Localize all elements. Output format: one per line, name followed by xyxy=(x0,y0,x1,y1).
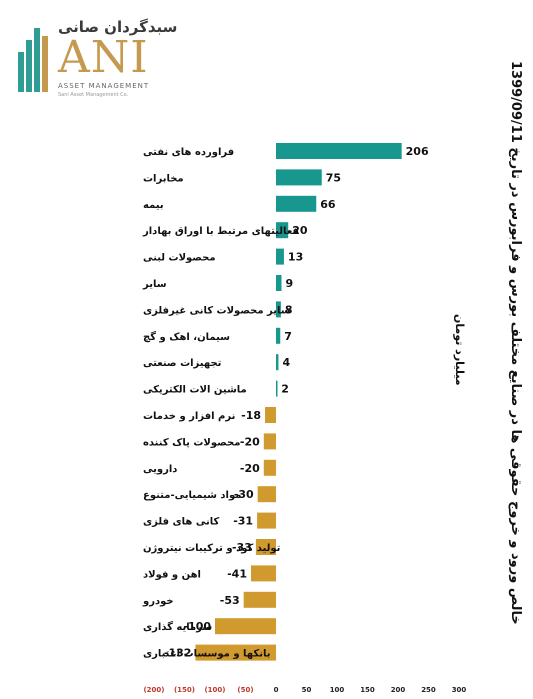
data-label: -41 xyxy=(227,567,247,580)
bar xyxy=(215,618,276,635)
bar xyxy=(276,275,282,291)
data-label: 20 xyxy=(292,224,308,237)
bar xyxy=(276,143,402,159)
category-label: خودرو xyxy=(142,596,174,607)
data-label: 9 xyxy=(285,277,293,290)
x-tick-label: 50 xyxy=(302,686,312,694)
category-label: تولید کود و ترکیبات نیتروژن xyxy=(143,543,281,554)
bar xyxy=(263,433,276,450)
category-label: نرم افزار و خدمات xyxy=(143,411,235,422)
x-tick-label: 0 xyxy=(274,686,279,694)
data-label: -132 xyxy=(164,647,192,660)
category-label: سرمایه گذاری xyxy=(143,620,212,633)
data-label: -30 xyxy=(234,488,254,501)
bar xyxy=(276,380,278,397)
bar xyxy=(276,195,317,212)
data-label: 75 xyxy=(326,171,341,184)
bar xyxy=(243,591,276,608)
category-label: کانی های فلزی xyxy=(143,517,219,528)
category-label: فعالیتهای مرتبط با اوراق بهادار xyxy=(142,226,299,237)
data-label: -18 xyxy=(241,409,261,422)
category-label: محصولات پاک کننده xyxy=(143,437,240,448)
bar xyxy=(195,644,276,661)
brand-name-en: ANI xyxy=(58,32,149,83)
category-label: بیمه xyxy=(143,200,164,211)
data-label: -33 xyxy=(232,541,252,554)
x-tick-label: 200 xyxy=(391,686,406,694)
data-label: 4 xyxy=(282,356,290,369)
bar xyxy=(276,248,284,265)
brand-subtitle: ASSET MANAGEMENT xyxy=(58,82,150,90)
data-label: -31 xyxy=(233,515,253,528)
bar xyxy=(276,222,289,239)
bar xyxy=(265,407,276,423)
category-label: بانکها و موسسات اعتباری xyxy=(143,649,270,660)
data-label: 7 xyxy=(284,330,292,343)
bar xyxy=(276,301,281,318)
x-tick-label: (100) xyxy=(204,686,225,694)
x-tick-label: 300 xyxy=(452,686,467,694)
category-label: تجهیزات صنعتی xyxy=(143,358,222,369)
category-label: سایر xyxy=(142,279,167,290)
brand-name-fa: سبدگردان صانی xyxy=(58,18,178,36)
category-label: فراورده های نفتی xyxy=(143,147,234,158)
data-label: -100 xyxy=(183,620,211,633)
category-label: محصولات لبنی xyxy=(143,253,216,264)
category-label: ماشین الات الکتریکی xyxy=(143,385,247,396)
bar xyxy=(263,459,276,476)
bar xyxy=(255,539,276,555)
category-label: سیمان، اهک و گچ xyxy=(143,330,230,343)
bar xyxy=(257,486,276,503)
data-label: 66 xyxy=(320,198,336,211)
category-label: اهن و فولاد xyxy=(143,569,201,580)
bar xyxy=(276,169,322,186)
data-label: -20 xyxy=(240,435,260,448)
data-label: 2 xyxy=(281,383,289,396)
category-label: مواد شیمیایی-متنوع xyxy=(143,490,241,501)
x-tick-label: 150 xyxy=(360,686,375,694)
x-tick-label: 250 xyxy=(421,686,436,694)
x-tick-label: (200) xyxy=(143,686,164,694)
logo-bars-icon xyxy=(18,24,56,92)
category-label: مخابرات xyxy=(143,173,184,184)
bar xyxy=(276,354,279,371)
axis-unit-label: میلیارد تومان xyxy=(453,314,466,386)
x-tick-label: 100 xyxy=(330,686,345,694)
bar xyxy=(276,327,281,344)
chart-title: خالص ورود و خروج حقوقی ها در صنایع مختلف… xyxy=(508,61,523,625)
x-tick-label: (50) xyxy=(237,686,253,694)
data-label: -53 xyxy=(220,594,240,607)
category-label: دارویی xyxy=(143,464,177,475)
company-logo: سبدگردان صانی ANI ASSET MANAGEMENT Sani … xyxy=(14,16,177,98)
x-tick-label: (150) xyxy=(174,686,195,694)
data-label: 13 xyxy=(288,251,303,264)
bar xyxy=(250,565,276,582)
data-label: 206 xyxy=(406,145,429,158)
data-label: -20 xyxy=(240,462,260,475)
brand-tagline: Sani Asset Management Co. xyxy=(58,92,129,98)
category-label: سایر محصولات کانی غیرفلزی xyxy=(143,305,291,316)
bar xyxy=(257,512,276,529)
data-label: 8 xyxy=(285,303,293,316)
